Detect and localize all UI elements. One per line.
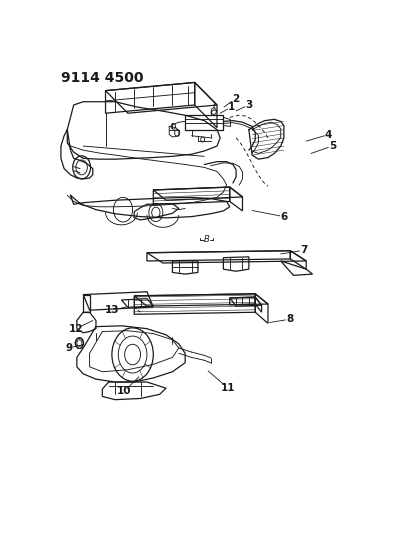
Text: 10: 10 (117, 386, 131, 397)
Text: 7: 7 (300, 245, 307, 255)
Text: 1: 1 (228, 102, 235, 112)
Text: 9114 4500: 9114 4500 (61, 71, 143, 85)
Text: 4: 4 (325, 130, 332, 140)
Text: 13: 13 (105, 305, 120, 315)
Text: 9: 9 (65, 343, 72, 353)
Text: B: B (204, 235, 210, 244)
Text: 5: 5 (329, 141, 336, 151)
Text: 2: 2 (232, 94, 239, 104)
Text: 11: 11 (221, 383, 236, 393)
Text: 12: 12 (69, 324, 83, 334)
Text: 6: 6 (280, 212, 288, 222)
Text: 3: 3 (245, 100, 252, 110)
Text: 8: 8 (286, 314, 293, 324)
